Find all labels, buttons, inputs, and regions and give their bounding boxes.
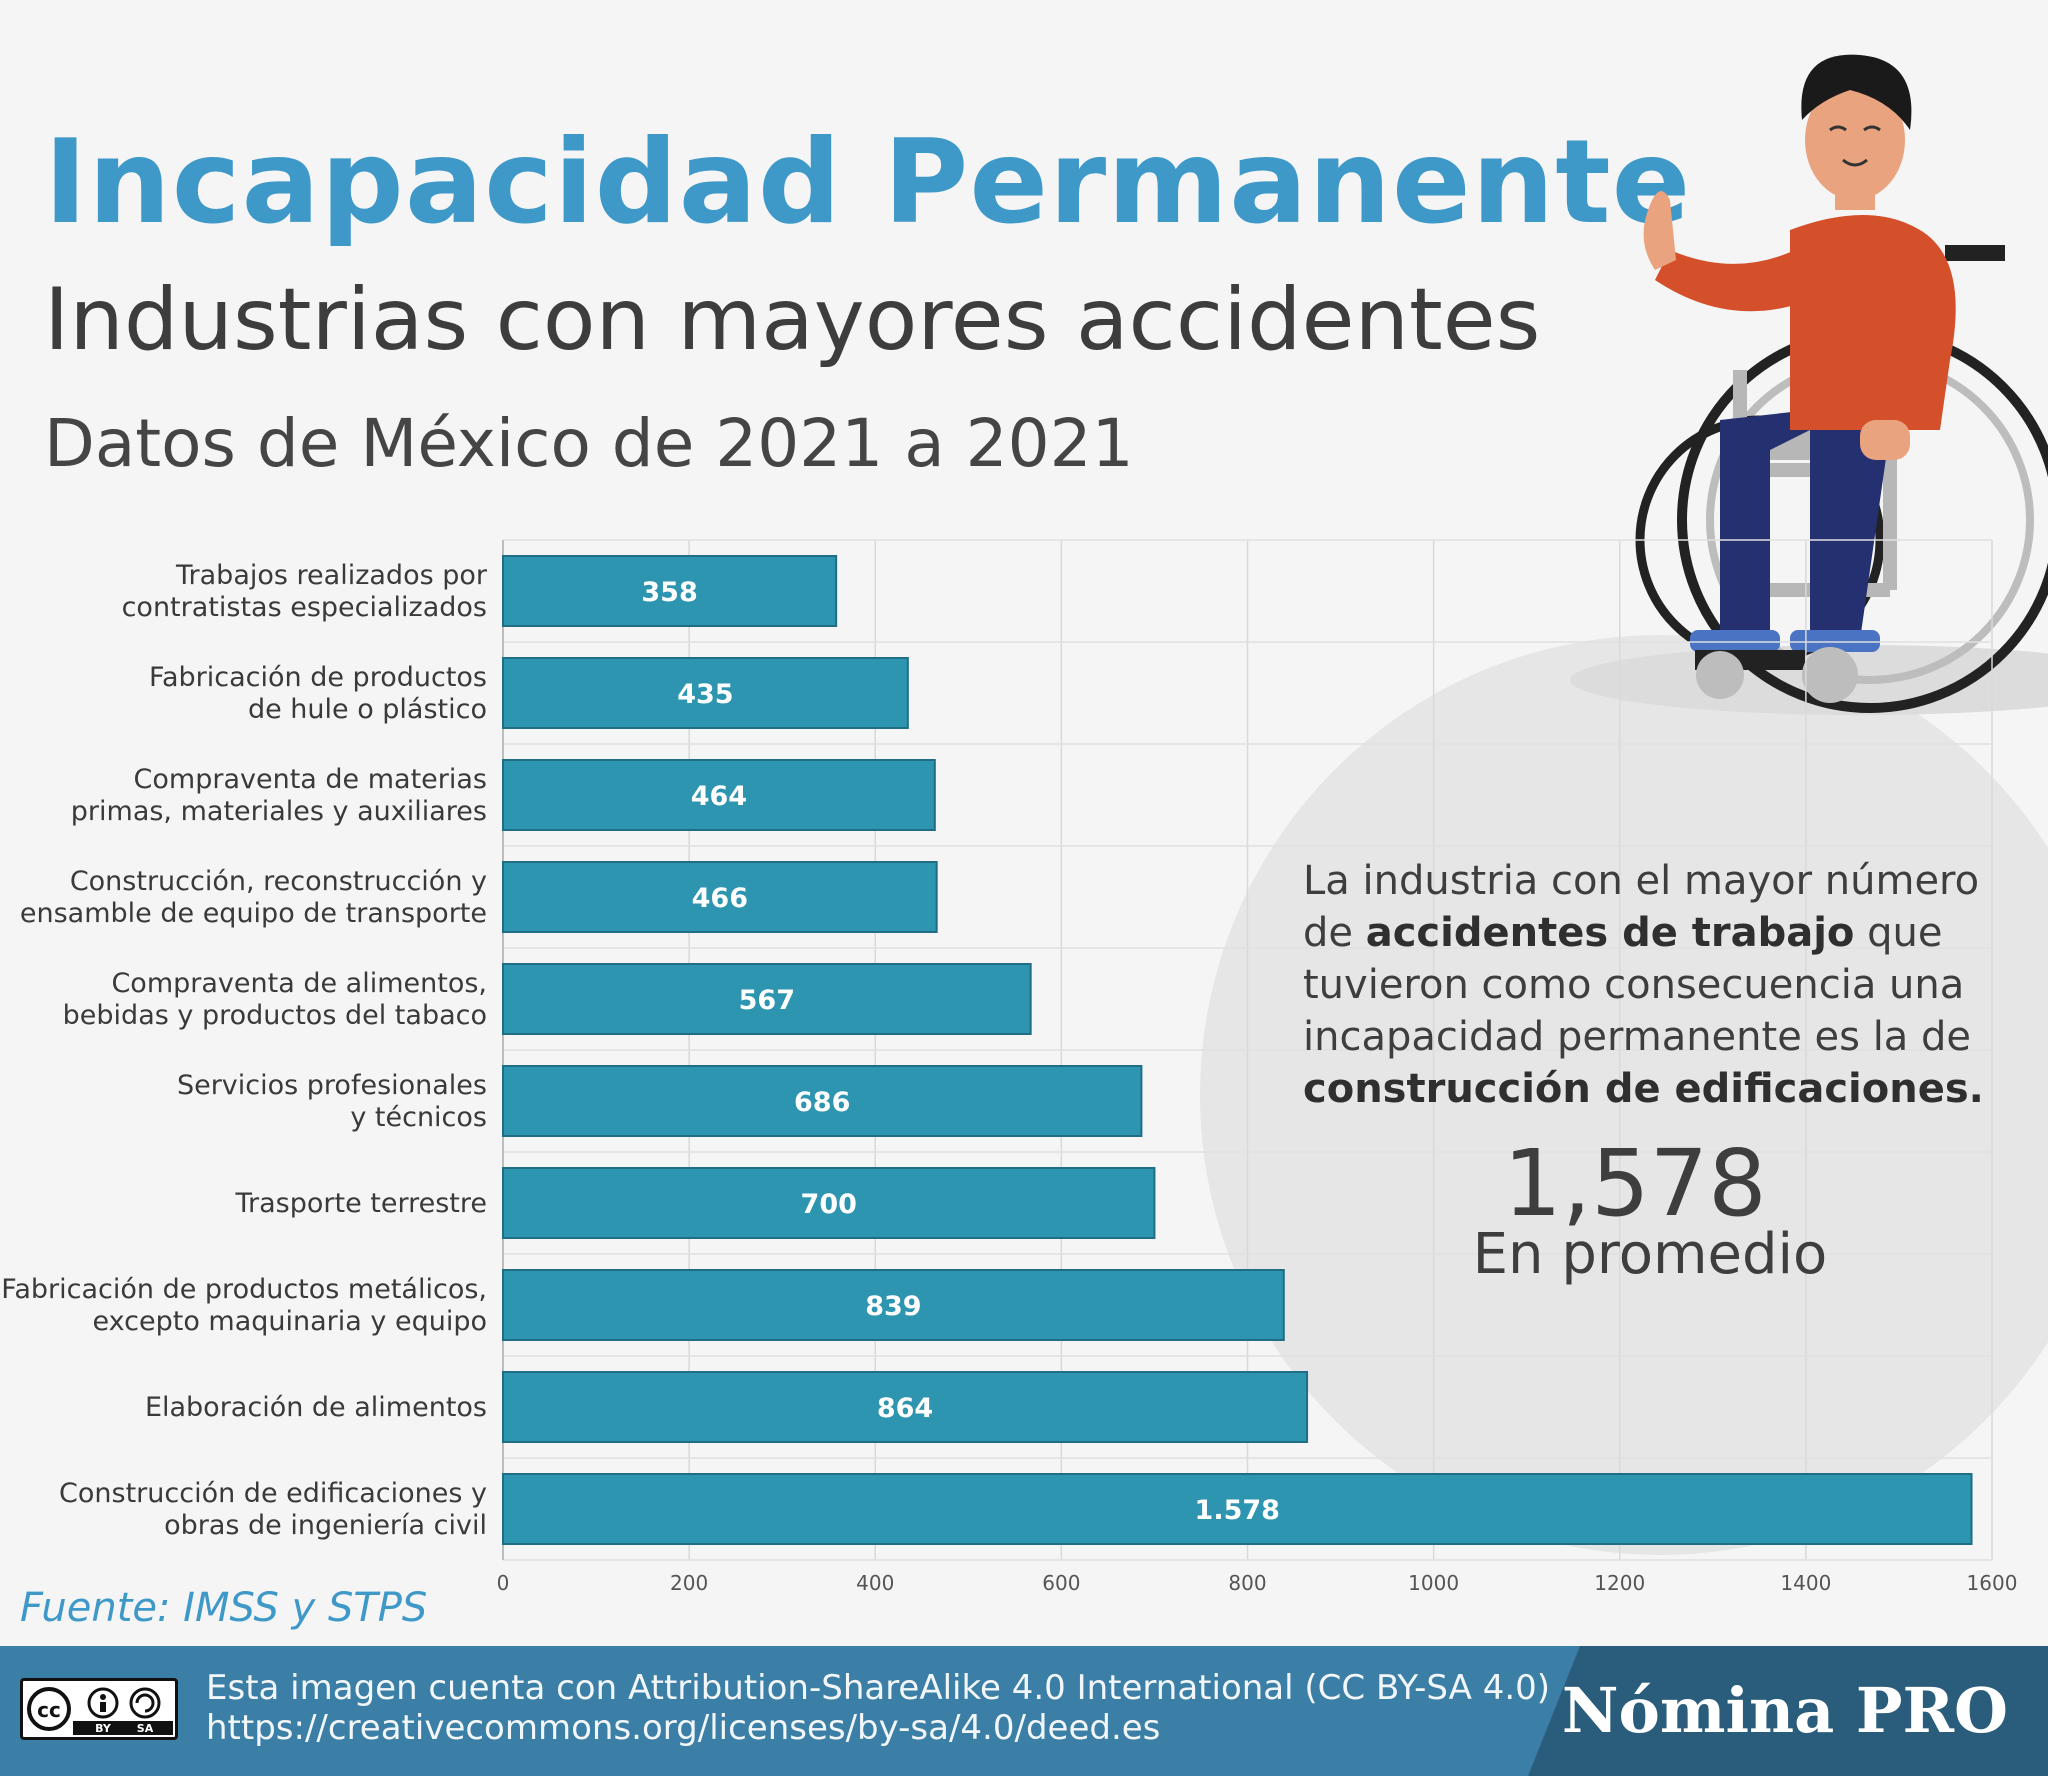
callout-emphasis-1: accidentes de trabajo — [1365, 910, 1855, 956]
category-label: Compraventa de alimentos, — [111, 968, 487, 999]
cc-mark-label: cc — [37, 1698, 61, 1722]
bar — [502, 861, 938, 933]
footer-bar: cc BY SA Esta imagen cuenta con Attribut… — [0, 1646, 2048, 1776]
category-label: bebidas y productos del tabaco — [63, 1000, 487, 1031]
wheelchair-person-illustration — [1570, 54, 2048, 715]
footer-brand-panel — [1528, 1646, 2048, 1776]
bar-value-label: 700 — [801, 1189, 857, 1220]
date-range-label: Datos de México de 2021 a 2021 — [44, 405, 1134, 482]
callout-part-2: que tuvieron como consecuencia una incap… — [1303, 910, 1972, 1060]
callout-number: 1,578 — [1503, 1130, 1767, 1237]
page-title: Incapacidad Permanente — [44, 115, 1692, 250]
bar-value-label: 435 — [677, 679, 733, 710]
cc-by-label: BY — [95, 1722, 112, 1735]
category-label: contratistas especializados — [122, 592, 487, 623]
category-label: Construcción de edificaciones y — [59, 1478, 487, 1509]
bar — [502, 759, 936, 831]
x-tick-label: 1400 — [1780, 1571, 1831, 1595]
bar-chart: 0 200 400 600 800 1000 1200 1400 1600 358 Trabajos… — [1, 539, 2018, 1595]
bar — [502, 1371, 1309, 1443]
category-label: Elaboración de alimentos — [145, 1392, 487, 1423]
category-label: Fabricación de productos — [149, 662, 487, 693]
callout-emphasis-2: construcción de edificaciones. — [1303, 1066, 1984, 1112]
x-tick-label: 1200 — [1594, 1571, 1645, 1595]
brand-logo: Nómina PRO — [1561, 1674, 2008, 1747]
x-tick-label: 400 — [856, 1571, 894, 1595]
bar — [502, 963, 1032, 1035]
category-label: Compraventa de materias — [134, 764, 487, 795]
bar-value-label: 567 — [739, 985, 795, 1016]
bar-value-label: 1.578 — [1195, 1495, 1280, 1526]
x-tick-label: 800 — [1228, 1571, 1266, 1595]
source-note: Fuente: IMSS y STPS — [20, 1585, 428, 1631]
x-tick-label: 600 — [1042, 1571, 1080, 1595]
category-label: excepto maquinaria y equipo — [93, 1306, 488, 1337]
callout-subtext: En promedio — [1472, 1222, 1828, 1287]
bar — [502, 1167, 1156, 1239]
category-label: y técnicos — [350, 1102, 487, 1133]
license-line-1: Esta imagen cuenta con Attribution-Share… — [206, 1668, 1551, 1708]
bar — [502, 657, 909, 729]
category-label: de hule o plástico — [248, 694, 487, 725]
bar-value-label: 358 — [641, 577, 697, 608]
category-label: Servicios profesionales — [177, 1070, 487, 1101]
bar-value-label: 466 — [692, 883, 748, 914]
category-label: Construcción, reconstrucción y — [70, 866, 487, 897]
bar-value-label: 839 — [865, 1291, 921, 1322]
cc-license-badge[interactable]: cc BY SA — [20, 1678, 178, 1740]
category-label: ensamble de equipo de transporte — [20, 898, 487, 929]
bar — [502, 1473, 1973, 1545]
bar-value-label: 464 — [691, 781, 747, 812]
bar-value-label: 864 — [877, 1393, 933, 1424]
license-url-link[interactable]: https://creativecommons.org/licenses/by-… — [206, 1708, 1161, 1748]
category-label: obras de ingeniería civil — [164, 1510, 487, 1541]
bar — [502, 1269, 1285, 1341]
cc-sa-label: SA — [137, 1722, 154, 1735]
license-text: Esta imagen cuenta con Attribution-Share… — [206, 1668, 1550, 1748]
x-tick-label: 1600 — [1967, 1571, 2018, 1595]
category-label: primas, materiales y auxiliares — [71, 796, 487, 827]
x-tick-label: 200 — [670, 1571, 708, 1595]
category-label: Trasporte terrestre — [235, 1188, 488, 1219]
x-tick-label: 1000 — [1408, 1571, 1459, 1595]
bar-value-label: 686 — [794, 1087, 850, 1118]
page-subtitle: Industrias con mayores accidentes — [44, 270, 1541, 370]
callout-text: La industria con el mayor número de acci… — [1303, 855, 2003, 1115]
bar — [502, 1065, 1143, 1137]
category-label: Fabricación de productos metálicos, — [1, 1274, 487, 1305]
bar — [502, 555, 838, 627]
callout-part-1: La industria con el mayor número de — [1303, 858, 1980, 956]
x-tick-label: 0 — [497, 1571, 510, 1595]
category-label: Trabajos realizados por — [175, 560, 488, 591]
